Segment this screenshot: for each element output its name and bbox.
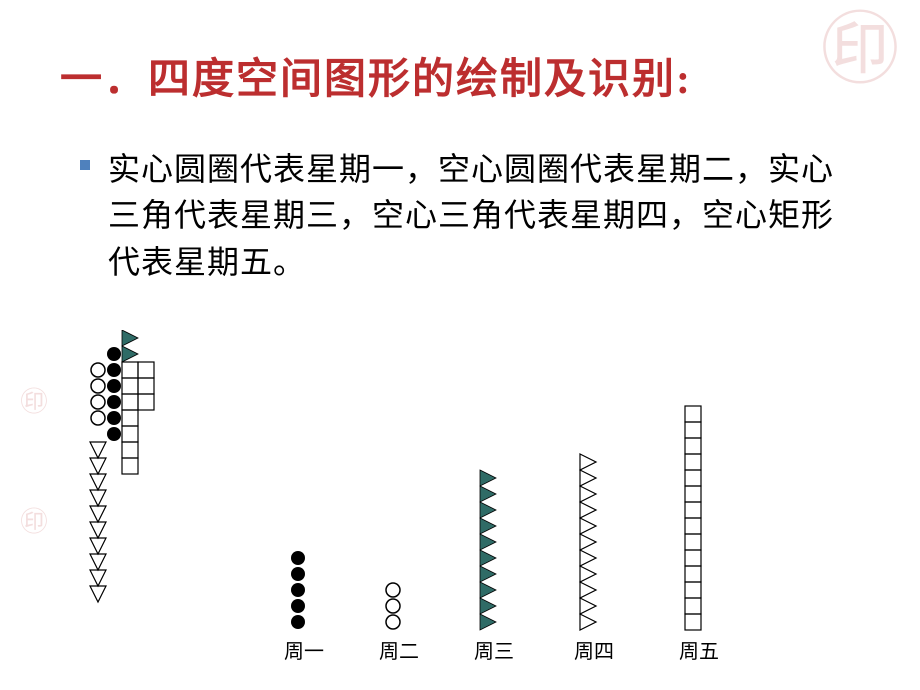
shapes-diagram: 周一 周二 周三 周四 周五	[85, 330, 845, 670]
column-label: 周三	[474, 641, 514, 663]
bullet-item: 实心圆圈代表星期一，空心圆圈代表星期二，实心三角代表星期三，空心三角代表星期四，…	[0, 126, 920, 295]
column-label: 周四	[574, 641, 614, 663]
bullet-icon	[80, 160, 90, 170]
page-title: 一．四度空间图形的绘制及识别:	[0, 0, 920, 126]
column-label: 周五	[679, 641, 719, 663]
decorative-seal-mid-left: ㊞	[20, 380, 48, 420]
column-label: 周二	[379, 641, 419, 663]
body-text: 实心圆圈代表星期一，空心圆圈代表星期二，实心三角代表星期三，空心三角代表星期四，…	[108, 146, 860, 285]
decorative-seal-bottom-left: ㊞	[20, 500, 48, 540]
column-label: 周一	[284, 641, 324, 663]
